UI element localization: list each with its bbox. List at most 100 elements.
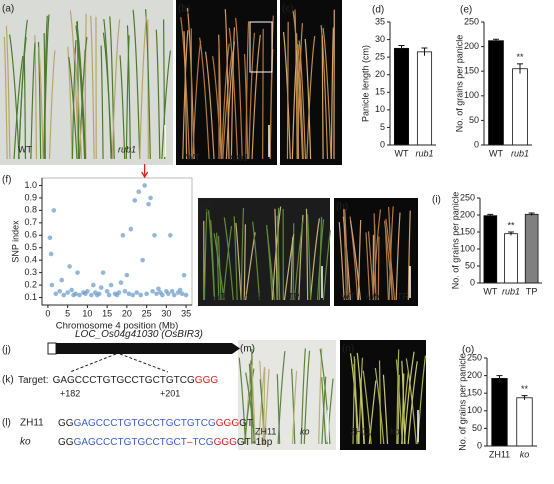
sequence-segment: GAGCCCTGTGCCTGCTGTCG — [74, 418, 216, 429]
point — [75, 270, 80, 275]
point — [156, 286, 161, 292]
plant-stroke — [291, 50, 298, 160]
point — [57, 289, 63, 294]
y-tick-label: 150 — [460, 226, 475, 236]
photo-caption: rub1 — [230, 152, 248, 162]
x-tick-label: 0 — [45, 308, 50, 318]
plant-stroke — [321, 35, 324, 160]
plant-stroke — [100, 45, 104, 160]
photo-caption: WT — [18, 144, 32, 154]
point — [120, 232, 126, 238]
point — [138, 292, 143, 298]
point — [152, 232, 157, 238]
point — [122, 289, 128, 294]
plant-stroke — [238, 357, 247, 445]
plant-stroke — [210, 219, 216, 301]
panel-label: (a) — [2, 4, 14, 15]
plant-stroke — [338, 222, 345, 301]
plant-stroke — [264, 368, 270, 445]
error-bar — [508, 231, 514, 236]
point — [47, 235, 53, 241]
x-tick-label: 15 — [102, 308, 112, 318]
point — [144, 291, 149, 297]
plant-stroke — [251, 364, 256, 445]
plant-stroke — [276, 374, 281, 445]
plant-stroke — [319, 348, 331, 445]
plant-stroke — [68, 56, 78, 160]
point — [134, 290, 140, 295]
arrow — [141, 164, 149, 179]
x-tick-label: TP — [526, 286, 538, 296]
error-bar — [421, 47, 428, 56]
sequence-segment: – — [187, 437, 193, 448]
y-tick-label: 0.4 — [24, 255, 37, 265]
y-tick-label: 0.8 — [24, 205, 37, 215]
plant-stroke — [342, 208, 348, 301]
position: +201 — [160, 388, 180, 398]
y-tick-label: 250 — [464, 16, 479, 26]
error-bar — [487, 213, 494, 218]
plant-stroke — [235, 222, 242, 301]
point — [183, 292, 189, 298]
plant-stroke — [75, 25, 86, 160]
sequence-segment: GG — [58, 418, 74, 429]
plant-stroke — [216, 232, 220, 301]
point — [96, 291, 102, 297]
plant-stroke — [251, 34, 261, 160]
sequence: GGGAGCCCTGTGCCTGCT–TCGGGGGT -1bp — [58, 437, 273, 448]
plant-stroke — [397, 374, 400, 445]
plant-stroke — [192, 40, 202, 160]
plant-stroke — [3, 36, 8, 160]
y-tick-label: 20 — [375, 69, 385, 79]
sequence-segment: GGG — [195, 375, 219, 386]
error-bar — [521, 395, 528, 400]
x-axis-label: Chromosome 4 position (Mb) — [56, 321, 179, 332]
axes — [483, 22, 532, 146]
y-tick-label: 150 — [467, 388, 482, 398]
point — [69, 287, 74, 293]
plant-stroke — [73, 47, 83, 160]
y-tick-label: 0.7 — [24, 217, 37, 227]
plant-stroke — [224, 9, 230, 160]
plant-stroke — [304, 39, 312, 160]
plant-stroke — [292, 223, 295, 301]
plant-stroke — [126, 25, 132, 160]
plant-stroke — [374, 367, 385, 445]
plant-stroke — [252, 221, 261, 301]
x-tick-label: WT — [395, 148, 409, 158]
plant-stroke — [23, 55, 27, 160]
x-tick-label: WT — [483, 286, 497, 296]
panel-label: (g) — [200, 202, 212, 213]
sequence-segment: TCG — [192, 437, 213, 448]
point — [108, 282, 114, 288]
plant-stroke — [374, 223, 377, 301]
y-tick-label: 100 — [460, 243, 475, 253]
prefix: Target: — [18, 375, 49, 386]
plant-stroke — [161, 50, 172, 160]
panel-label: (o) — [462, 345, 474, 356]
plant-stroke — [223, 217, 234, 301]
plant-stroke — [139, 15, 148, 160]
plant-stroke — [303, 350, 311, 445]
plant-stroke — [368, 380, 377, 445]
point — [91, 282, 96, 288]
point — [130, 292, 136, 298]
plant-stroke — [400, 372, 409, 445]
error-bar — [517, 63, 523, 74]
plant-stroke — [220, 43, 230, 160]
point — [150, 289, 155, 294]
y-tick-label: 0.2 — [24, 279, 37, 289]
panel-label: (f) — [2, 175, 11, 186]
y-axis-label: No. of grains per panicle — [457, 353, 467, 451]
y-tick-label: 10 — [375, 104, 385, 114]
point — [140, 257, 145, 263]
x-tick-label: ko — [520, 449, 530, 459]
plant-stroke — [344, 209, 349, 301]
x-tick-label: 20 — [122, 308, 132, 318]
plant-stroke — [243, 224, 246, 301]
plant-stroke — [305, 208, 309, 301]
plant-stroke — [378, 360, 382, 445]
photo-caption: WT — [186, 152, 200, 162]
point — [65, 290, 70, 295]
photo-caption: ZH11 — [255, 426, 276, 436]
